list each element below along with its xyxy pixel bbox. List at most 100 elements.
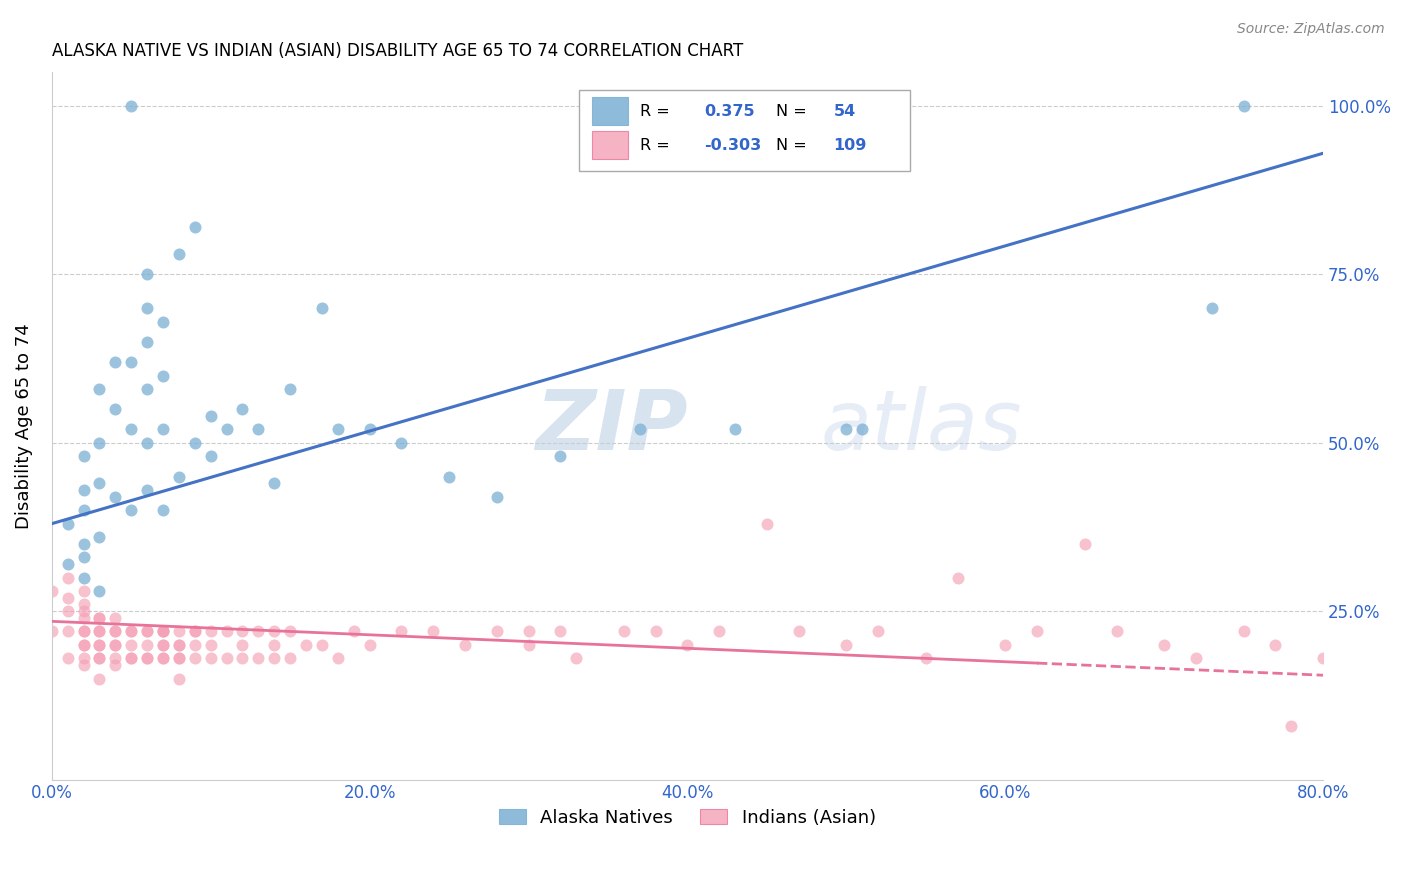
Point bbox=[136, 382, 159, 396]
Point bbox=[1074, 537, 1097, 551]
Point bbox=[72, 537, 94, 551]
Point bbox=[835, 422, 858, 436]
Point bbox=[72, 624, 94, 639]
Point bbox=[89, 624, 111, 639]
Point bbox=[359, 422, 381, 436]
Point bbox=[89, 638, 111, 652]
Point bbox=[550, 450, 572, 464]
Point bbox=[550, 624, 572, 639]
Point bbox=[72, 503, 94, 517]
Point bbox=[868, 624, 890, 639]
Point bbox=[72, 658, 94, 673]
Point bbox=[136, 651, 159, 665]
Point bbox=[295, 638, 318, 652]
Point bbox=[120, 624, 142, 639]
Point bbox=[152, 638, 174, 652]
Point bbox=[56, 570, 79, 584]
Point bbox=[167, 638, 190, 652]
Point bbox=[167, 247, 190, 261]
Text: R =: R = bbox=[640, 103, 671, 119]
Point bbox=[72, 550, 94, 565]
Point bbox=[200, 638, 222, 652]
Point bbox=[1233, 624, 1256, 639]
Point bbox=[89, 624, 111, 639]
Point bbox=[247, 422, 270, 436]
Point bbox=[136, 638, 159, 652]
Point bbox=[89, 435, 111, 450]
Text: Source: ZipAtlas.com: Source: ZipAtlas.com bbox=[1237, 22, 1385, 37]
Point bbox=[167, 651, 190, 665]
Point bbox=[120, 99, 142, 113]
Text: 109: 109 bbox=[834, 137, 868, 153]
Point bbox=[326, 422, 349, 436]
Point bbox=[89, 476, 111, 491]
Point bbox=[1105, 624, 1128, 639]
Point bbox=[278, 651, 301, 665]
Point bbox=[517, 638, 540, 652]
Point bbox=[311, 301, 333, 315]
Point bbox=[167, 672, 190, 686]
Point bbox=[152, 503, 174, 517]
Text: ALASKA NATIVE VS INDIAN (ASIAN) DISABILITY AGE 65 TO 74 CORRELATION CHART: ALASKA NATIVE VS INDIAN (ASIAN) DISABILI… bbox=[52, 42, 742, 60]
Point bbox=[200, 624, 222, 639]
Point bbox=[152, 368, 174, 383]
Point bbox=[136, 624, 159, 639]
Text: atlas: atlas bbox=[821, 385, 1022, 467]
Point bbox=[72, 611, 94, 625]
Point bbox=[136, 483, 159, 497]
Point bbox=[278, 624, 301, 639]
Point bbox=[1201, 301, 1223, 315]
Point bbox=[152, 651, 174, 665]
Point bbox=[89, 530, 111, 544]
Point bbox=[231, 651, 253, 665]
Point bbox=[184, 651, 207, 665]
Text: 54: 54 bbox=[834, 103, 856, 119]
Point bbox=[215, 624, 238, 639]
Point bbox=[184, 624, 207, 639]
Bar bbox=[592, 131, 627, 160]
Point bbox=[485, 624, 508, 639]
Point bbox=[56, 516, 79, 531]
Point bbox=[200, 651, 222, 665]
Point bbox=[200, 409, 222, 423]
Point bbox=[454, 638, 477, 652]
Point bbox=[72, 604, 94, 618]
Point bbox=[56, 591, 79, 605]
Point bbox=[152, 638, 174, 652]
Point bbox=[437, 469, 460, 483]
Point bbox=[136, 301, 159, 315]
Legend: Alaska Natives, Indians (Asian): Alaska Natives, Indians (Asian) bbox=[492, 802, 883, 834]
Text: ZIP: ZIP bbox=[534, 385, 688, 467]
Point bbox=[1312, 651, 1334, 665]
Point bbox=[104, 638, 127, 652]
Point bbox=[89, 611, 111, 625]
Point bbox=[56, 651, 79, 665]
Point bbox=[263, 638, 285, 652]
Point bbox=[231, 638, 253, 652]
Bar bbox=[592, 97, 627, 126]
Point bbox=[72, 570, 94, 584]
Point bbox=[104, 651, 127, 665]
Point bbox=[120, 503, 142, 517]
Point bbox=[1264, 638, 1286, 652]
Point bbox=[56, 624, 79, 639]
Point bbox=[104, 490, 127, 504]
Point bbox=[787, 624, 810, 639]
Point bbox=[263, 624, 285, 639]
Point bbox=[72, 598, 94, 612]
Point bbox=[914, 651, 936, 665]
Point bbox=[89, 672, 111, 686]
Point bbox=[231, 624, 253, 639]
Point bbox=[184, 638, 207, 652]
Point bbox=[104, 355, 127, 369]
Point bbox=[152, 422, 174, 436]
Point bbox=[231, 402, 253, 417]
FancyBboxPatch shape bbox=[579, 90, 910, 171]
Point bbox=[755, 516, 778, 531]
Point bbox=[152, 624, 174, 639]
Point bbox=[676, 638, 699, 652]
Point bbox=[389, 624, 412, 639]
Text: R =: R = bbox=[640, 137, 671, 153]
Text: N =: N = bbox=[776, 137, 807, 153]
Point bbox=[120, 624, 142, 639]
